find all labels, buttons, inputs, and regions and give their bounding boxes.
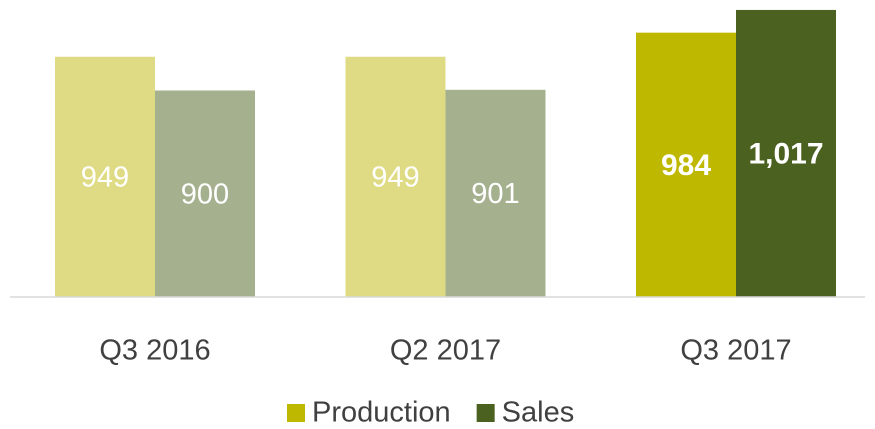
value-label: 949 bbox=[81, 162, 129, 194]
value-label: 949 bbox=[371, 162, 419, 194]
x-tick-label: Q3 2016 bbox=[99, 335, 210, 367]
bar bbox=[345, 56, 446, 297]
bar bbox=[445, 89, 546, 297]
value-label: 900 bbox=[181, 178, 229, 210]
bar bbox=[636, 32, 736, 298]
value-label: 901 bbox=[471, 178, 519, 210]
bar bbox=[736, 9, 836, 297]
legend-swatch bbox=[287, 404, 305, 422]
legend-label: Sales bbox=[502, 397, 575, 429]
legend-label: Production bbox=[312, 397, 451, 429]
x-tick-label: Q2 2017 bbox=[390, 335, 501, 367]
legend-swatch bbox=[476, 404, 495, 422]
bar bbox=[155, 90, 255, 297]
value-label: 1,017 bbox=[748, 137, 823, 170]
bar bbox=[55, 56, 155, 297]
x-tick-label: Q3 2017 bbox=[680, 335, 791, 367]
value-label: 984 bbox=[661, 149, 711, 182]
